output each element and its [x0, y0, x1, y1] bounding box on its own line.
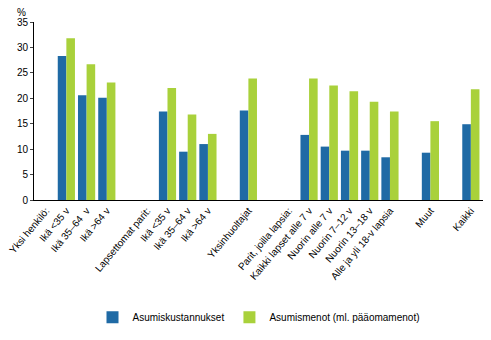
svg-text:Ikä >64 v: Ikä >64 v	[179, 205, 214, 243]
svg-text:10: 10	[17, 144, 29, 155]
svg-text:Ikä <35 v: Ikä <35 v	[37, 205, 72, 243]
svg-text:35: 35	[17, 17, 29, 28]
svg-text:20: 20	[17, 93, 29, 104]
svg-text:Nuorin 13–18 v: Nuorin 13–18 v	[323, 205, 375, 264]
svg-text:Kaikki: Kaikki	[451, 205, 477, 233]
svg-text:Parit, joilla lapsia:: Parit, joilla lapsia:	[236, 205, 294, 272]
svg-text:Nuorin 7–12 v: Nuorin 7–12 v	[306, 205, 354, 260]
svg-text:Asumiskustannukset: Asumiskustannukset	[133, 312, 225, 323]
svg-text:Lapsettomat parit:: Lapsettomat parit:	[93, 205, 153, 273]
svg-text:Kaikki lapset alle 7 v: Kaikki lapset alle 7 v	[248, 205, 315, 281]
svg-text:0: 0	[22, 195, 28, 206]
svg-text:Ikä 35–64 v: Ikä 35–64 v	[151, 205, 193, 252]
svg-text:Ikä <35 v: Ikä <35 v	[138, 205, 173, 243]
svg-text:25: 25	[17, 67, 29, 78]
svg-text:%: %	[17, 7, 26, 18]
svg-text:Yksinhuoltajat: Yksinhuoltajat	[205, 205, 254, 260]
svg-text:30: 30	[17, 42, 29, 53]
svg-text:5: 5	[22, 169, 28, 180]
svg-text:Alle ja yli 18-v lapsia: Alle ja yli 18-v lapsia	[329, 205, 396, 282]
svg-text:Asumismenot (ml. pääomamenot): Asumismenot (ml. pääomamenot)	[269, 312, 419, 323]
svg-text:Ikä >64 v: Ikä >64 v	[77, 205, 112, 243]
svg-text:Yksi henkilö:: Yksi henkilö:	[7, 205, 52, 255]
svg-text:15: 15	[17, 118, 29, 129]
svg-text:Nuorin alle 7 v: Nuorin alle 7 v	[285, 205, 335, 261]
svg-text:Ikä 35–64 v: Ikä 35–64 v	[49, 205, 92, 254]
svg-text:Muut: Muut	[413, 205, 436, 229]
